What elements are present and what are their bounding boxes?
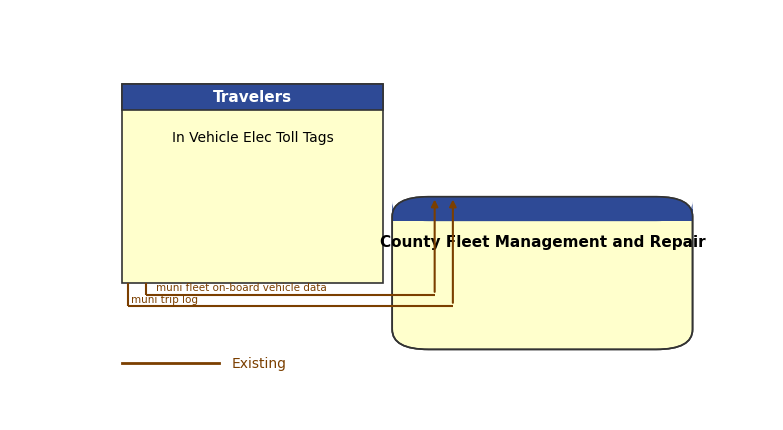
Bar xyxy=(392,209,693,221)
FancyBboxPatch shape xyxy=(392,197,693,350)
FancyBboxPatch shape xyxy=(122,85,383,283)
Text: muni trip log: muni trip log xyxy=(132,294,198,304)
Text: Existing: Existing xyxy=(232,356,287,370)
Text: In Vehicle Elec Toll Tags: In Vehicle Elec Toll Tags xyxy=(171,130,334,144)
Text: muni fleet on-board vehicle data: muni fleet on-board vehicle data xyxy=(156,283,327,292)
Text: County Fleet Management and Repair: County Fleet Management and Repair xyxy=(380,235,705,250)
FancyBboxPatch shape xyxy=(392,197,693,221)
Text: Travelers: Travelers xyxy=(213,90,292,105)
FancyBboxPatch shape xyxy=(122,85,383,111)
